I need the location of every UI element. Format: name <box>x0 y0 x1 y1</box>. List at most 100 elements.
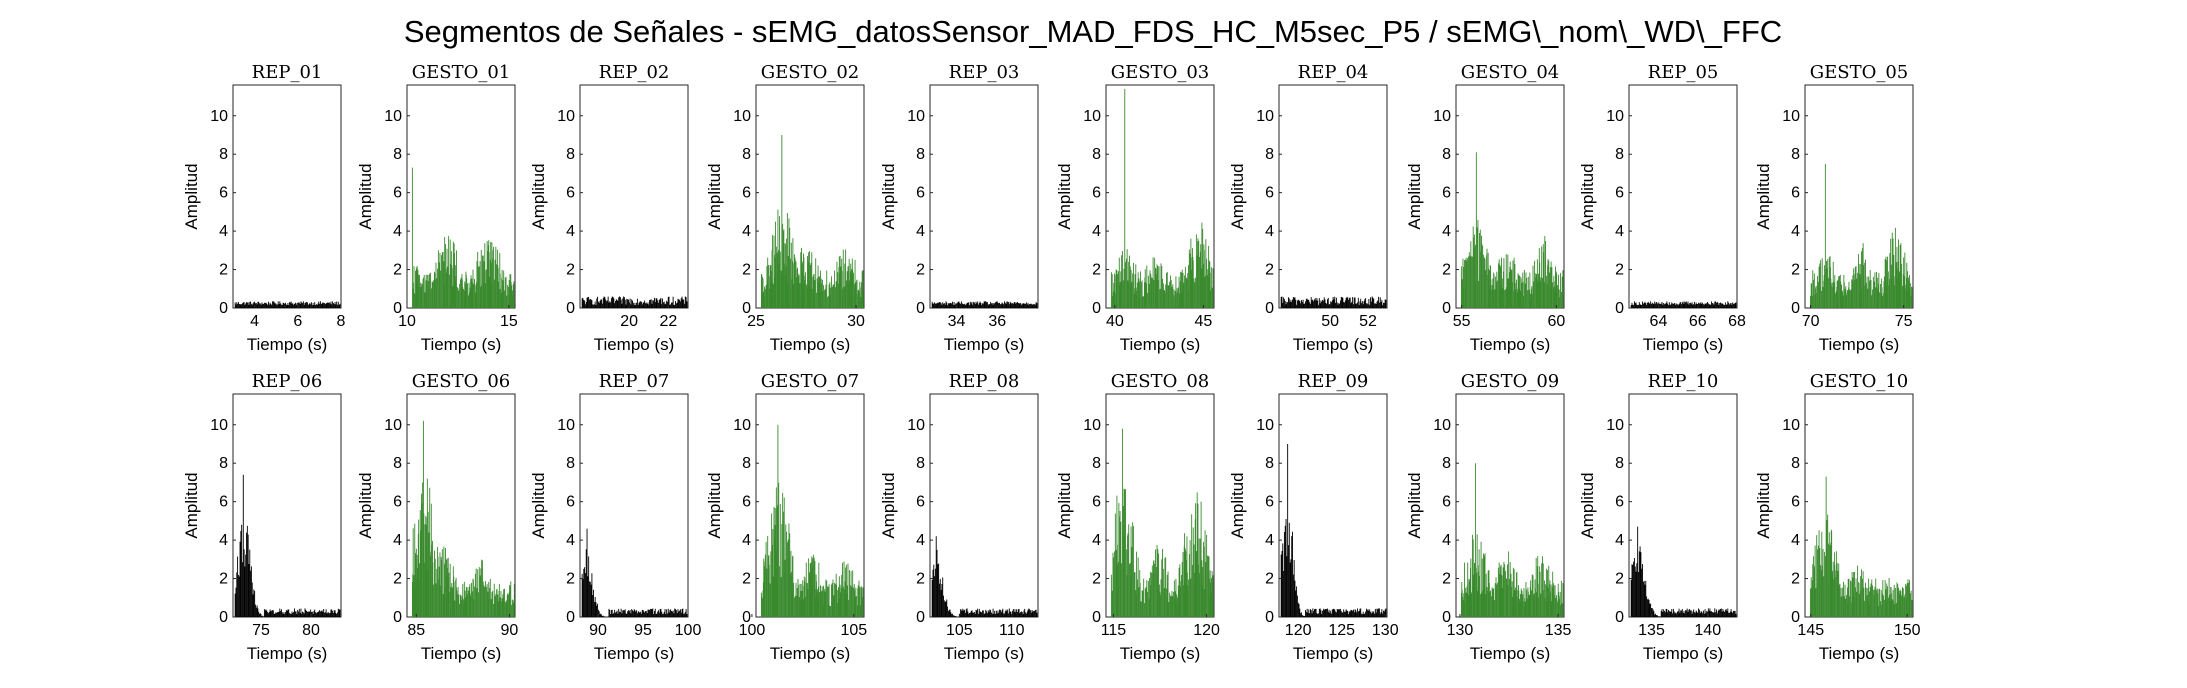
y-tick-label: 4 <box>1442 223 1451 240</box>
y-tick-label: 0 <box>1092 300 1101 317</box>
y-tick-label: 2 <box>1442 262 1451 279</box>
y-tick-label: 2 <box>1265 262 1274 279</box>
signal-bars <box>760 134 864 308</box>
y-tick-label: 8 <box>742 146 751 163</box>
y-tick-label: 0 <box>916 609 925 626</box>
y-tick-label: 2 <box>1092 262 1101 279</box>
x-axis-label: Tiempo (s) <box>421 644 502 663</box>
x-tick-label: 100 <box>739 622 766 639</box>
x-tick-label: 6 <box>293 313 302 330</box>
subplot-title: REP_05 <box>1648 62 1719 83</box>
y-tick-label: 6 <box>1615 494 1624 511</box>
subplot-title: REP_10 <box>1648 371 1719 392</box>
y-tick-label: 4 <box>1791 223 1800 240</box>
y-tick-label: 10 <box>1782 417 1800 434</box>
y-tick-label: 0 <box>566 300 575 317</box>
x-tick-label: 130 <box>1447 622 1474 639</box>
y-tick-label: 2 <box>219 262 228 279</box>
y-tick-label: 6 <box>742 185 751 202</box>
y-axis-label: Amplitud <box>356 163 375 229</box>
x-tick-label: 120 <box>1285 622 1312 639</box>
y-axis-label: Amplitud <box>1055 472 1074 538</box>
x-axis-label: Tiempo (s) <box>1819 335 1900 354</box>
y-tick-label: 6 <box>1791 185 1800 202</box>
y-tick-label: 0 <box>742 609 751 626</box>
y-axis-label: Amplitud <box>1405 163 1424 229</box>
x-tick-label: 55 <box>1453 313 1471 330</box>
y-tick-label: 2 <box>1092 571 1101 588</box>
x-axis-label: Tiempo (s) <box>1120 335 1201 354</box>
x-tick-label: 85 <box>407 622 425 639</box>
x-axis-label: Tiempo (s) <box>770 644 851 663</box>
y-tick-label: 10 <box>557 108 575 125</box>
y-axis-label: Amplitud <box>1754 472 1773 538</box>
signal-bars <box>581 528 688 617</box>
subplot-title: REP_07 <box>599 371 670 392</box>
x-tick-label: 25 <box>747 313 765 330</box>
y-tick-label: 0 <box>393 300 402 317</box>
y-tick-label: 2 <box>1791 262 1800 279</box>
y-tick-label: 10 <box>1256 108 1274 125</box>
y-axis-label: Amplitud <box>182 472 201 538</box>
x-tick-label: 80 <box>302 622 320 639</box>
y-tick-label: 10 <box>210 108 228 125</box>
y-tick-label: 0 <box>219 300 228 317</box>
y-axis-label: Amplitud <box>182 163 201 229</box>
subplot-title: GESTO_08 <box>1111 371 1210 392</box>
subplot-gesto-06: 0 2 4 6 8 10 85 90 GESTO_06 Tiempo (s) Amplitud <box>356 371 518 663</box>
x-axis-label: Tiempo (s) <box>1470 335 1551 354</box>
y-tick-label: 10 <box>1606 108 1624 125</box>
x-axis-label: Tiempo (s) <box>247 335 328 354</box>
x-tick-label: 34 <box>948 313 966 330</box>
y-tick-label: 4 <box>393 532 402 549</box>
x-tick-label: 45 <box>1194 313 1212 330</box>
y-tick-label: 10 <box>1433 417 1451 434</box>
y-axis-label: Amplitud <box>1055 163 1074 229</box>
signal-bars <box>1110 88 1214 308</box>
plot-frame <box>579 84 689 309</box>
subplot-rep-04: 0 2 4 6 8 10 50 52 REP_04 Tiempo (s) Amplitud <box>1228 62 1388 354</box>
y-tick-label: 0 <box>393 609 402 626</box>
x-tick-label: 40 <box>1106 313 1124 330</box>
signal-bars <box>1630 526 1737 617</box>
y-tick-label: 6 <box>742 494 751 511</box>
x-tick-label: 150 <box>1894 622 1921 639</box>
y-tick-label: 0 <box>1265 609 1274 626</box>
subplot-rep-02: 0 2 4 6 8 10 20 22 REP_02 Tiempo (s) Amplitud <box>529 62 689 354</box>
y-tick-label: 0 <box>1615 300 1624 317</box>
x-axis-label: Tiempo (s) <box>770 335 851 354</box>
plot-frame <box>232 84 342 309</box>
x-tick-label: 110 <box>999 622 1025 639</box>
x-tick-label: 70 <box>1802 313 1820 330</box>
x-tick-label: 60 <box>1548 313 1566 330</box>
signal-bars <box>411 420 515 617</box>
x-tick-label: 135 <box>1545 622 1572 639</box>
y-tick-label: 6 <box>393 494 402 511</box>
signal-bars <box>1460 463 1564 617</box>
x-tick-label: 90 <box>589 622 607 639</box>
x-tick-label: 105 <box>946 622 973 639</box>
plot-frame <box>1278 84 1388 309</box>
signal-bars <box>1809 476 1913 617</box>
subplot-rep-08: 0 2 4 6 8 10 105 110 REP_08 Tiempo (s) Amplitud <box>879 371 1039 663</box>
y-tick-label: 8 <box>1265 455 1274 472</box>
plot-frame <box>1628 393 1738 618</box>
signal-bars <box>1110 428 1214 617</box>
x-axis-label: Tiempo (s) <box>944 644 1025 663</box>
x-tick-label: 15 <box>500 313 518 330</box>
x-axis-label: Tiempo (s) <box>1293 644 1374 663</box>
x-axis-label: Tiempo (s) <box>1643 644 1724 663</box>
subplot-gesto-08: 0 2 4 6 8 10 115 120 GESTO_08 Tiempo (s) Amplitud <box>1055 371 1220 663</box>
y-tick-label: 4 <box>1092 223 1101 240</box>
x-axis-label: Tiempo (s) <box>1470 644 1551 663</box>
signal-bars <box>411 167 515 308</box>
signal-bars <box>1630 301 1737 308</box>
figure-title: Segmentos de Señales - sEMG_datosSensor_… <box>404 14 1782 49</box>
y-tick-label: 10 <box>557 417 575 434</box>
x-tick-label: 75 <box>1895 313 1913 330</box>
y-axis-label: Amplitud <box>1405 472 1424 538</box>
y-tick-label: 4 <box>566 532 575 549</box>
y-tick-label: 6 <box>219 185 228 202</box>
